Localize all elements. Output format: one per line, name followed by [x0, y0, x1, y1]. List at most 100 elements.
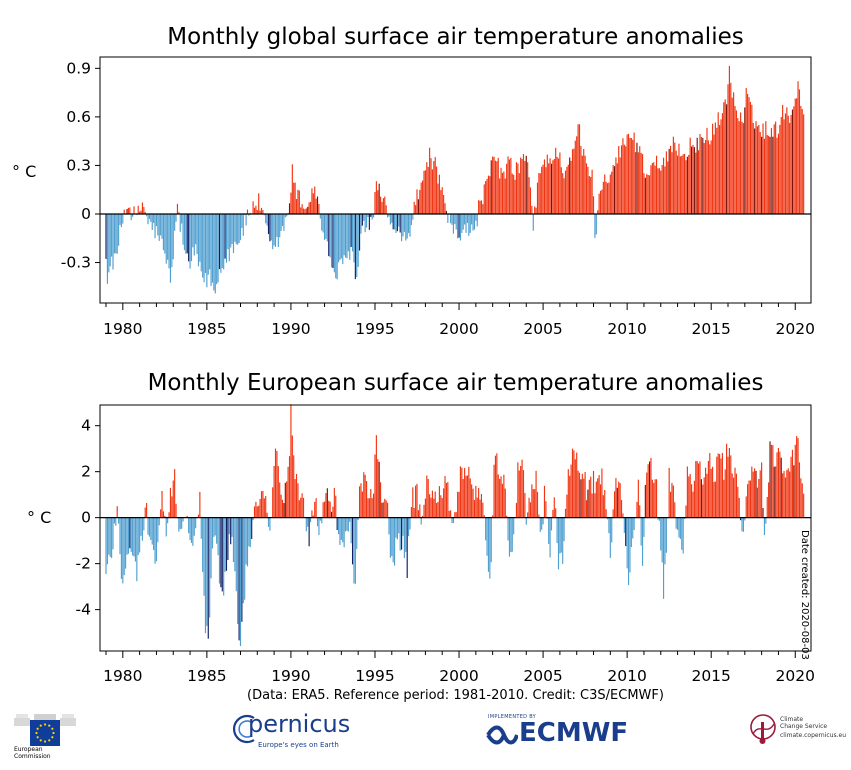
anomaly-bar	[357, 517, 359, 520]
anomaly-bar	[356, 213, 358, 278]
anomaly-bar	[332, 506, 334, 518]
anomaly-bar	[562, 517, 564, 564]
anomaly-bar	[675, 517, 677, 529]
anomaly-bar	[225, 213, 228, 263]
anomaly-bar	[321, 213, 323, 231]
anomaly-bar	[557, 517, 560, 570]
eu-star-icon	[36, 727, 39, 730]
anomaly-bar	[416, 483, 418, 518]
anomaly-bar	[636, 142, 638, 214]
anomaly-bar	[585, 500, 588, 518]
eu-star-icon	[36, 736, 39, 739]
anomaly-bar	[351, 517, 354, 565]
anomaly-bar	[686, 466, 688, 518]
anomaly-bar	[532, 489, 534, 518]
anomaly-bar	[426, 162, 428, 214]
anomaly-bar	[733, 477, 735, 518]
anomaly-bar	[316, 517, 319, 527]
anomaly-bar	[370, 213, 372, 217]
anomaly-bar	[330, 511, 333, 518]
anomaly-bar	[256, 506, 258, 518]
anomaly-bar	[129, 517, 131, 549]
anomaly-bar	[618, 145, 620, 214]
anomaly-bar	[657, 517, 659, 520]
anomaly-bar	[677, 517, 679, 530]
anomaly-bar	[360, 213, 362, 234]
anomaly-bar	[374, 191, 376, 214]
anomaly-bar	[755, 121, 757, 214]
anomaly-bar	[340, 213, 342, 259]
anomaly-bar	[148, 517, 150, 537]
anomaly-bar	[702, 484, 704, 518]
anomaly-bar	[612, 165, 614, 214]
anomaly-bar	[384, 498, 386, 518]
anomaly-bar	[417, 199, 419, 214]
anomaly-bar	[443, 195, 445, 214]
anomaly-bar	[454, 512, 456, 518]
anomaly-bar	[609, 517, 611, 558]
anomaly-bar	[211, 517, 214, 549]
anomaly-bar	[360, 483, 362, 518]
anomaly-bar	[613, 491, 616, 518]
anomaly-bar	[685, 505, 687, 518]
anomaly-bar	[660, 170, 662, 214]
x-tick-label: 1980	[103, 320, 142, 338]
anomaly-bar	[681, 155, 683, 214]
anomaly-bar	[665, 517, 667, 553]
anomaly-bar	[796, 98, 798, 214]
anomaly-bar	[140, 210, 142, 214]
anomaly-bar	[689, 137, 691, 214]
anomaly-bar	[178, 212, 180, 214]
anomaly-bar	[714, 122, 716, 214]
anomaly-bar	[489, 517, 491, 579]
anomaly-bar	[385, 205, 387, 214]
anomaly-bar	[179, 517, 181, 530]
anomaly-bar	[539, 173, 541, 214]
anomaly-bar	[539, 517, 541, 532]
anomaly-bar	[141, 517, 143, 541]
anomaly-bar	[520, 466, 522, 518]
anomaly-bar	[225, 517, 228, 571]
anomaly-bar	[151, 517, 153, 545]
anomaly-bar	[270, 213, 272, 241]
anomaly-bar	[800, 105, 802, 214]
anomaly-bar	[682, 517, 684, 554]
anomaly-bar	[235, 213, 237, 245]
anomaly-bar	[199, 213, 201, 262]
anomaly-bar	[731, 97, 733, 214]
anomaly-bar	[758, 125, 760, 214]
anomaly-bar	[422, 515, 424, 518]
anomaly-bar	[496, 161, 498, 214]
anomaly-bar	[416, 189, 418, 214]
anomaly-bar	[279, 213, 281, 238]
anomaly-bar	[791, 109, 794, 214]
anomaly-bar	[550, 517, 553, 531]
y-tick-label: 0	[81, 509, 91, 527]
anomaly-bar	[151, 213, 153, 230]
anomaly-bar	[305, 517, 307, 532]
anomaly-bar	[794, 444, 796, 518]
anomaly-bar	[759, 132, 761, 214]
anomaly-bar	[434, 491, 436, 518]
anomaly-bar	[415, 485, 417, 518]
anomaly-bar	[662, 157, 665, 214]
anomaly-bar	[242, 517, 244, 604]
anomaly-bar	[763, 517, 766, 536]
anomaly-bar	[497, 157, 499, 214]
anomaly-bar	[553, 497, 555, 518]
anomaly-bar	[197, 514, 200, 518]
anomaly-bar	[608, 182, 610, 214]
europe-anomaly-chart: 4 2 0 -2 -4 1980 1985 1990 1995 2000 2005 2010 2015 2…	[76, 404, 815, 685]
anomaly-bar	[237, 517, 239, 624]
anomaly-bar	[169, 213, 172, 283]
anomaly-bar	[188, 517, 190, 534]
anomaly-bar	[508, 159, 511, 214]
anomaly-bar	[758, 479, 760, 518]
anomaly-bar	[599, 484, 602, 518]
anomaly-bar	[790, 114, 792, 214]
anomaly-bar	[734, 106, 736, 214]
anomaly-bar	[646, 174, 648, 214]
anomaly-bar	[667, 161, 669, 214]
anomaly-bar	[419, 504, 421, 518]
anomaly-bar	[224, 517, 226, 572]
